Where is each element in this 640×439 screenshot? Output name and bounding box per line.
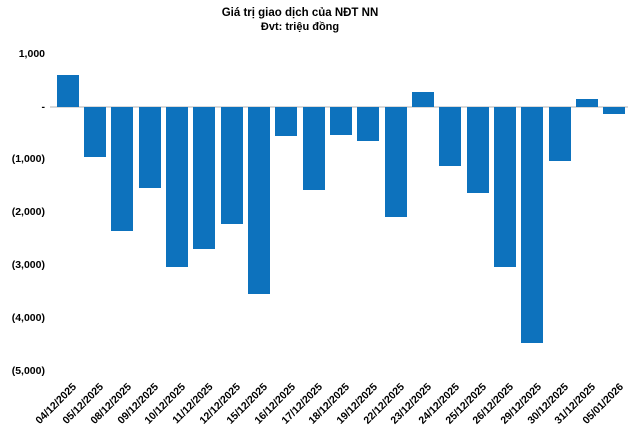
bar bbox=[220, 107, 243, 225]
y-axis-tick-label: (5,000) bbox=[11, 365, 45, 377]
bar bbox=[466, 107, 489, 193]
y-axis-tick-label: - bbox=[41, 100, 46, 113]
y-axis-tick-label: (1,000) bbox=[11, 153, 45, 166]
y-axis-tick-label: 1,000 bbox=[18, 47, 45, 60]
bar bbox=[603, 107, 626, 115]
bar bbox=[138, 107, 161, 189]
chart-title: Giá trị giao dịch của NĐT NN bbox=[221, 7, 379, 19]
bar bbox=[275, 107, 298, 137]
bar bbox=[330, 107, 352, 136]
bar bbox=[193, 107, 216, 250]
bar bbox=[111, 107, 134, 232]
bar bbox=[166, 107, 188, 267]
y-axis-tick-label: (2,000) bbox=[11, 206, 45, 219]
chart-subtitle: Đvt: triệu đồng bbox=[260, 21, 340, 33]
bar bbox=[412, 92, 434, 107]
bar bbox=[302, 107, 325, 190]
bar bbox=[494, 107, 516, 268]
bar bbox=[56, 75, 79, 107]
bar bbox=[384, 107, 407, 217]
y-axis-tick-label: (3,000) bbox=[11, 259, 45, 272]
bar bbox=[84, 107, 106, 158]
bar bbox=[248, 107, 270, 294]
bar bbox=[439, 107, 462, 167]
bar bbox=[357, 107, 380, 141]
bar bbox=[548, 107, 571, 161]
y-axis-tick-label: (4,000) bbox=[11, 312, 45, 325]
bar bbox=[576, 98, 598, 107]
bar bbox=[521, 107, 544, 343]
